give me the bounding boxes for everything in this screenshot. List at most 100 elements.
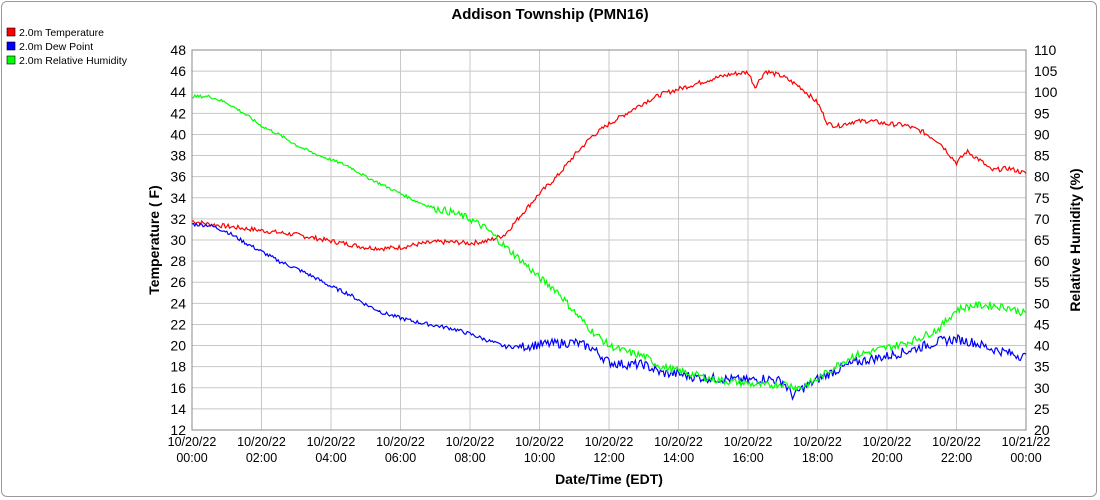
- legend-label: 2.0m Relative Humidity: [19, 55, 128, 67]
- y-right-tick-label: 50: [1034, 295, 1050, 311]
- series-line: [191, 93, 1027, 392]
- y-left-tick-label: 14: [170, 401, 186, 417]
- y-left-tick-label: 16: [170, 380, 186, 396]
- y-axis-left-title: Temperature ( F): [146, 185, 162, 294]
- y-left-tick-label: 22: [170, 316, 186, 332]
- x-tick-time: 04:00: [315, 451, 346, 465]
- legend-swatch: [6, 27, 16, 37]
- y-axis-left-ticks: 12 14 16 18 20 22 24 26 28 30 32 34 36 38 40 42 44 46 48: [170, 42, 186, 438]
- series-lines: [191, 69, 1027, 401]
- x-tick-date: 10/20/22: [932, 435, 981, 449]
- x-tick-label: 10/20/22 12:00: [585, 435, 634, 465]
- y-left-tick-label: 20: [170, 338, 186, 354]
- y-right-tick-label: 35: [1034, 359, 1050, 375]
- y-right-tick-label: 65: [1034, 232, 1050, 248]
- y-right-tick-label: 105: [1034, 63, 1058, 79]
- x-tick-label: 10/20/22 00:00: [168, 435, 217, 465]
- y-right-tick-label: 55: [1034, 274, 1050, 290]
- y-left-tick-label: 44: [170, 84, 186, 100]
- x-tick-time: 08:00: [454, 451, 485, 465]
- y-left-tick-label: 18: [170, 359, 186, 375]
- x-tick-time: 02:00: [246, 451, 277, 465]
- legend-label: 2.0m Dew Point: [19, 41, 93, 53]
- x-tick-time: 16:00: [732, 451, 763, 465]
- y-left-tick-label: 38: [170, 148, 186, 164]
- y-right-tick-label: 75: [1034, 190, 1050, 206]
- y-right-tick-label: 100: [1034, 84, 1058, 100]
- y-right-tick-label: 40: [1034, 338, 1050, 354]
- x-tick-time: 20:00: [871, 451, 902, 465]
- y-right-tick-label: 45: [1034, 316, 1050, 332]
- y-right-tick-label: 95: [1034, 105, 1050, 121]
- x-tick-time: 14:00: [663, 451, 694, 465]
- x-tick-label: 10/21/22 00:00: [1002, 435, 1051, 465]
- x-axis-ticks: 10/20/2200:0010/20/2202:0010/20/2204:001…: [168, 435, 1051, 465]
- y-left-tick-label: 42: [170, 105, 186, 121]
- legend: 2.0m Temperature 2.0m Dew Point 2.0m Relat…: [6, 27, 128, 67]
- y-right-tick-label: 70: [1034, 211, 1050, 227]
- chart-title: Addison Township (PMN16): [451, 6, 648, 23]
- y-axis-right-ticks: 20 25 30 35 40 45 50 55 60 65 70 75 80 85 90 95 100 105 11…: [1034, 42, 1058, 438]
- plot-area-border: [191, 49, 1027, 431]
- x-tick-date: 10/20/22: [237, 435, 286, 449]
- x-tick-time: 10:00: [524, 451, 555, 465]
- x-tick-date: 10/20/22: [446, 435, 495, 449]
- x-tick-date: 10/20/22: [863, 435, 912, 449]
- x-tick-label: 10/20/22 16:00: [724, 435, 773, 465]
- y-left-tick-label: 32: [170, 211, 186, 227]
- x-tick-label: 10/20/22 02:00: [237, 435, 286, 465]
- y-left-tick-label: 46: [170, 63, 186, 79]
- legend-item: 2.0m Temperature: [6, 27, 104, 39]
- x-tick-date: 10/20/22: [585, 435, 634, 449]
- x-tick-time: 00:00: [176, 451, 207, 465]
- x-tick-time: 18:00: [802, 451, 833, 465]
- legend-swatch: [6, 41, 16, 51]
- x-tick-date: 10/21/22: [1002, 435, 1051, 449]
- x-tick-date: 10/20/22: [307, 435, 356, 449]
- y-right-tick-label: 25: [1034, 401, 1050, 417]
- x-tick-date: 10/20/22: [376, 435, 425, 449]
- y-left-tick-label: 34: [170, 190, 186, 206]
- x-tick-time: 00:00: [1010, 451, 1041, 465]
- x-tick-date: 10/20/22: [515, 435, 564, 449]
- x-tick-label: 10/20/22 10:00: [515, 435, 564, 465]
- y-left-tick-label: 48: [170, 42, 186, 58]
- series-line: [192, 69, 1027, 252]
- y-axis-right-title: Relative Humidity (%): [1067, 168, 1083, 311]
- x-tick-date: 10/20/22: [654, 435, 703, 449]
- x-tick-time: 06:00: [385, 451, 416, 465]
- x-tick-time: 12:00: [593, 451, 624, 465]
- y-right-tick-label: 20: [1034, 422, 1050, 438]
- y-right-tick-label: 85: [1034, 148, 1050, 164]
- x-tick-label: 10/20/22 08:00: [446, 435, 495, 465]
- x-tick-label: 10/20/22 06:00: [376, 435, 425, 465]
- x-tick-label: 10/20/22 22:00: [932, 435, 981, 465]
- x-tick-label: 10/20/22 18:00: [793, 435, 842, 465]
- legend-item: 2.0m Relative Humidity: [6, 55, 128, 67]
- y-right-tick-label: 90: [1034, 126, 1050, 142]
- legend-item: 2.0m Dew Point: [6, 41, 93, 53]
- y-right-tick-label: 60: [1034, 253, 1050, 269]
- y-right-tick-label: 110: [1034, 42, 1057, 58]
- x-tick-time: 22:00: [941, 451, 972, 465]
- y-left-tick-label: 26: [170, 274, 186, 290]
- x-tick-date: 10/20/22: [724, 435, 773, 449]
- series-line: [191, 222, 1027, 401]
- y-right-tick-label: 30: [1034, 380, 1050, 396]
- x-tick-date: 10/20/22: [793, 435, 842, 449]
- x-tick-label: 10/20/22 20:00: [863, 435, 912, 465]
- x-tick-label: 10/20/22 04:00: [307, 435, 356, 465]
- y-left-tick-label: 30: [170, 232, 186, 248]
- x-tick-date: 10/20/22: [168, 435, 217, 449]
- y-left-tick-label: 24: [170, 295, 186, 311]
- legend-label: 2.0m Temperature: [19, 27, 104, 39]
- x-tick-label: 10/20/22 14:00: [654, 435, 703, 465]
- y-left-tick-label: 28: [170, 253, 186, 269]
- x-axis-title: Date/Time (EDT): [555, 471, 663, 487]
- y-left-tick-label: 12: [170, 422, 186, 438]
- y-left-tick-label: 40: [170, 126, 186, 142]
- legend-swatch: [6, 55, 16, 65]
- y-left-tick-label: 36: [170, 169, 186, 185]
